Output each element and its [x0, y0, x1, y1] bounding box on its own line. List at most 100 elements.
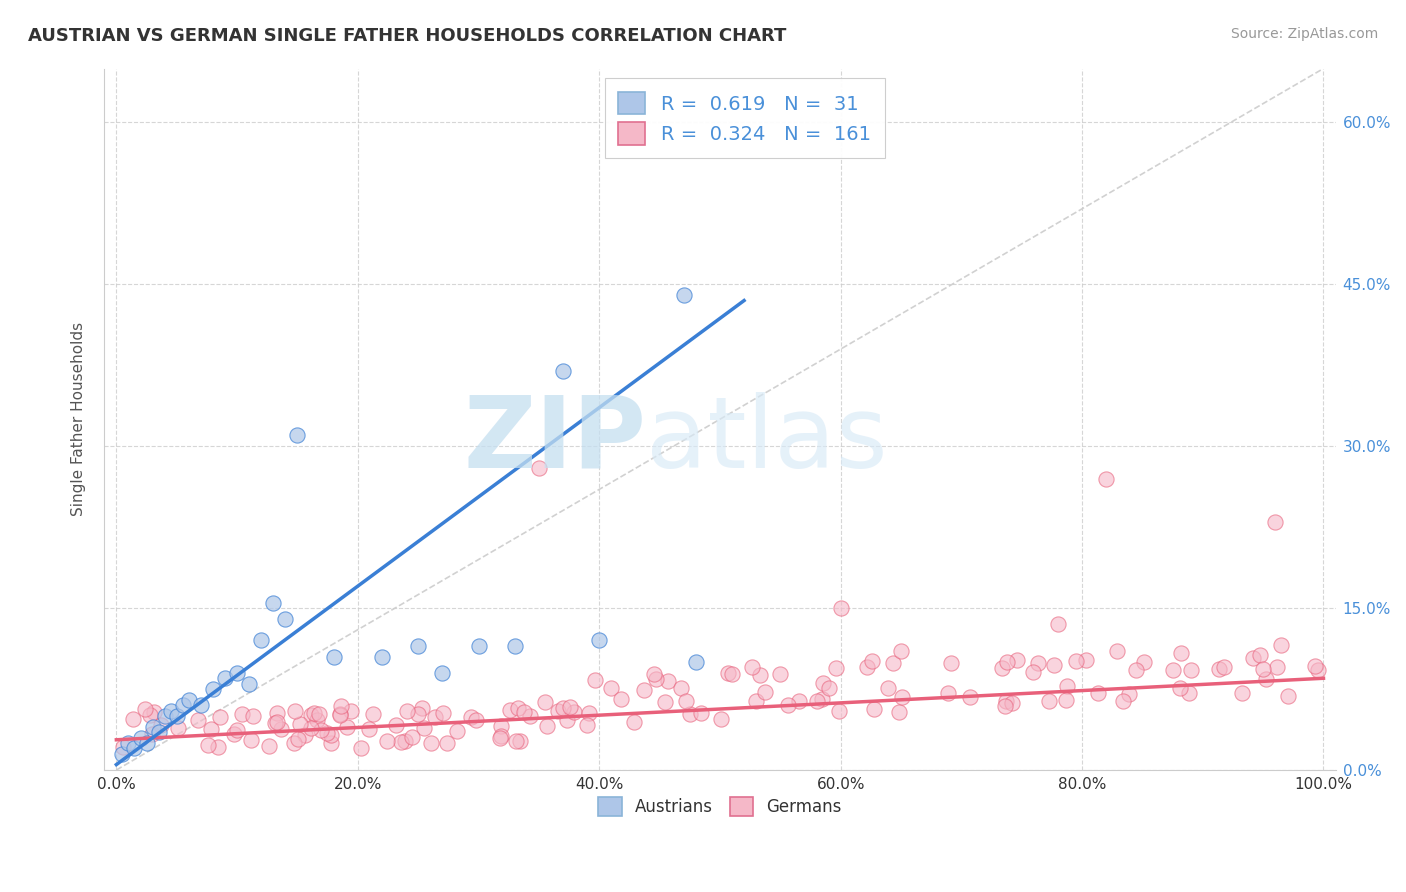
- Point: [1230, 686, 1253, 700]
- Point: [226, 665, 249, 680]
- Point: [302, 706, 325, 720]
- Point: [669, 681, 692, 696]
- Point: [141, 726, 163, 740]
- Point: [576, 717, 599, 731]
- Point: [240, 732, 263, 747]
- Point: [1264, 515, 1286, 529]
- Point: [340, 704, 363, 718]
- Point: [939, 656, 962, 670]
- Point: [506, 701, 529, 715]
- Point: [121, 712, 143, 726]
- Point: [1054, 692, 1077, 706]
- Point: [536, 719, 558, 733]
- Point: [588, 633, 610, 648]
- Point: [503, 639, 526, 653]
- Point: [1212, 659, 1234, 673]
- Point: [226, 723, 249, 738]
- Point: [959, 690, 981, 705]
- Point: [555, 714, 578, 728]
- Point: [1170, 646, 1192, 660]
- Point: [578, 706, 600, 721]
- Point: [505, 734, 527, 748]
- Point: [654, 695, 676, 709]
- Point: [299, 707, 322, 722]
- Point: [135, 736, 157, 750]
- Point: [1306, 663, 1329, 677]
- Point: [1043, 658, 1066, 673]
- Point: [1038, 694, 1060, 708]
- Point: [1118, 688, 1140, 702]
- Text: atlas: atlas: [645, 392, 887, 489]
- Point: [1254, 673, 1277, 687]
- Point: [1001, 697, 1024, 711]
- Point: [527, 460, 550, 475]
- Point: [583, 673, 606, 687]
- Point: [828, 704, 851, 718]
- Point: [287, 731, 309, 746]
- Point: [214, 671, 236, 685]
- Point: [385, 718, 408, 732]
- Point: [994, 699, 1017, 714]
- Point: [657, 674, 679, 689]
- Point: [460, 710, 482, 724]
- Point: [744, 693, 766, 707]
- Text: Source: ZipAtlas.com: Source: ZipAtlas.com: [1230, 27, 1378, 41]
- Point: [685, 655, 707, 669]
- Point: [710, 712, 733, 726]
- Point: [139, 708, 162, 723]
- Point: [1241, 651, 1264, 665]
- Point: [679, 707, 702, 722]
- Point: [224, 727, 246, 741]
- Point: [274, 612, 297, 626]
- Point: [551, 701, 574, 715]
- Point: [411, 700, 433, 714]
- Point: [1022, 665, 1045, 679]
- Point: [995, 655, 1018, 669]
- Point: [172, 698, 194, 713]
- Point: [361, 706, 384, 721]
- Point: [1107, 644, 1129, 658]
- Point: [509, 734, 531, 748]
- Point: [266, 706, 288, 721]
- Point: [446, 723, 468, 738]
- Point: [307, 713, 329, 727]
- Point: [721, 667, 744, 681]
- Point: [294, 728, 316, 742]
- Point: [519, 709, 541, 723]
- Point: [600, 681, 623, 695]
- Point: [633, 682, 655, 697]
- Point: [359, 723, 381, 737]
- Point: [389, 735, 412, 749]
- Point: [776, 698, 799, 713]
- Point: [936, 686, 959, 700]
- Point: [534, 694, 557, 708]
- Point: [991, 661, 1014, 675]
- Text: ZIP: ZIP: [463, 392, 645, 489]
- Point: [159, 704, 181, 718]
- Point: [811, 676, 834, 690]
- Point: [717, 665, 740, 680]
- Point: [1026, 656, 1049, 670]
- Point: [322, 649, 344, 664]
- Point: [436, 736, 458, 750]
- Point: [558, 700, 581, 714]
- Point: [1180, 663, 1202, 677]
- Point: [1265, 660, 1288, 674]
- Point: [623, 715, 645, 730]
- Point: [513, 705, 536, 719]
- Point: [562, 706, 585, 720]
- Point: [824, 661, 846, 675]
- Point: [489, 731, 512, 746]
- Point: [283, 736, 305, 750]
- Point: [890, 690, 912, 705]
- Point: [394, 734, 416, 748]
- Point: [250, 633, 273, 648]
- Point: [166, 709, 188, 723]
- Point: [856, 660, 879, 674]
- Point: [1251, 662, 1274, 676]
- Point: [124, 741, 146, 756]
- Point: [1161, 663, 1184, 677]
- Point: [375, 734, 398, 748]
- Point: [187, 713, 209, 727]
- Point: [111, 739, 134, 754]
